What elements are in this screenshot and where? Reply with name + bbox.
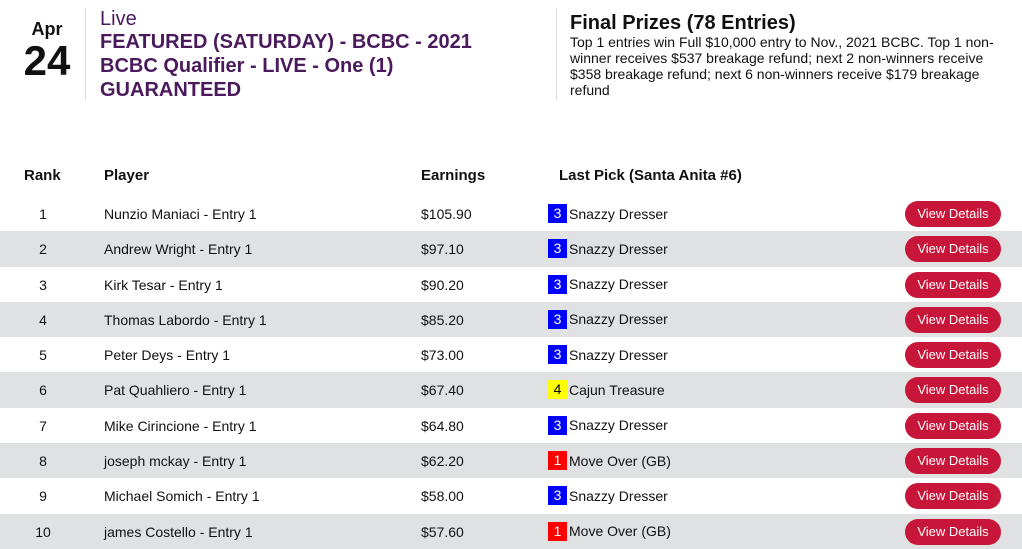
divider (556, 8, 557, 100)
horse-name: Snazzy Dresser (569, 240, 668, 257)
leaderboard-table: 1 Nunzio Maniaci - Entry 1 $105.90 3 Snaz… (0, 196, 1022, 549)
view-details-button[interactable]: View Details (905, 236, 1001, 263)
earnings: $85.20 (421, 311, 464, 328)
header-earnings: Earnings (421, 167, 486, 184)
last-pick: 3 Snazzy Dresser (548, 239, 668, 259)
event-info: Live FEATURED (SATURDAY) - BCBC - 2021 B… (100, 8, 520, 102)
earnings: $97.10 (421, 241, 464, 258)
last-pick: 3 Snazzy Dresser (548, 345, 668, 365)
table-row: 2 Andrew Wright - Entry 1 $97.10 3 Snazzy… (0, 231, 1022, 267)
table-row: 10 james Costello - Entry 1 $57.60 1 Move… (0, 513, 1022, 549)
horse-name: Snazzy Dresser (569, 311, 668, 328)
player-name: Mike Cirincione - Entry 1 (104, 417, 257, 434)
earnings: $90.20 (421, 276, 464, 293)
last-pick: 1 Move Over (GB) (548, 521, 671, 541)
rank: 1 (39, 206, 47, 222)
earnings: $58.00 (421, 488, 464, 505)
header-rank: Rank (24, 167, 61, 184)
program-number-badge: 3 (548, 486, 567, 506)
event-status: Live (100, 8, 137, 30)
rank: 2 (39, 241, 47, 258)
player-name: joseph mckay - Entry 1 (104, 453, 247, 470)
date-day: 24 (23, 37, 71, 84)
horse-name: Move Over (GB) (569, 452, 671, 469)
table-row: 3 Kirk Tesar - Entry 1 $90.20 3 Snazzy Dr… (0, 267, 1022, 302)
rank: 9 (39, 488, 47, 505)
last-pick: 3 Snazzy Dresser (548, 486, 668, 506)
program-number-badge: 3 (548, 239, 567, 259)
horse-name: Snazzy Dresser (569, 346, 668, 363)
rank: 8 (39, 453, 47, 470)
table-row: 8 joseph mckay - Entry 1 $62.20 1 Move Ov… (0, 443, 1022, 479)
prizes-text: Top 1 entries win Full $10,000 entry to … (570, 34, 994, 98)
last-pick: 3 Snazzy Dresser (548, 415, 668, 435)
table-row: 4 Thomas Labordo - Entry 1 $85.20 3 Snazz… (0, 301, 1022, 338)
last-pick: 3 Snazzy Dresser (548, 309, 668, 329)
program-number-badge: 1 (548, 521, 567, 541)
view-details-button[interactable]: View Details (905, 271, 1001, 298)
player-name: james Costello - Entry 1 (104, 523, 253, 540)
table-header: Rank Player Earnings Last Pick (Santa An… (0, 167, 1022, 185)
view-details-button[interactable]: View Details (905, 483, 1001, 510)
program-number-badge: 1 (548, 451, 567, 471)
event-date: Apr 24 (14, 18, 80, 82)
last-pick: 1 Move Over (GB) (548, 451, 671, 471)
program-number-badge: 3 (548, 345, 567, 365)
player-name: Nunzio Maniaci - Entry 1 (104, 206, 257, 222)
program-number-badge: 3 (548, 309, 567, 329)
last-pick: 3 Snazzy Dresser (548, 204, 668, 223)
view-details-button[interactable]: View Details (905, 412, 1001, 439)
horse-name: Snazzy Dresser (569, 205, 668, 222)
view-details-button[interactable]: View Details (905, 342, 1001, 369)
horse-name: Snazzy Dresser (569, 417, 668, 434)
earnings: $73.00 (421, 347, 464, 364)
player-name: Pat Quahliero - Entry 1 (104, 382, 247, 399)
program-number-badge: 3 (548, 415, 567, 435)
program-number-badge: 4 (548, 380, 567, 400)
last-pick: 3 Snazzy Dresser (548, 274, 668, 294)
prizes-panel: Final Prizes (78 Entries) Top 1 entries … (570, 12, 1015, 98)
table-row: 7 Mike Cirincione - Entry 1 $64.80 3 Snaz… (0, 408, 1022, 443)
horse-name: Cajun Treasure (569, 381, 665, 398)
player-name: Andrew Wright - Entry 1 (104, 241, 253, 258)
last-pick: 4 Cajun Treasure (548, 380, 665, 400)
header-player: Player (104, 167, 150, 184)
view-details-button[interactable]: View Details (905, 448, 1001, 475)
date-month: Apr (31, 19, 63, 39)
table-row: 6 Pat Quahliero - Entry 1 $67.40 4 Cajun … (0, 372, 1022, 408)
player-name: Michael Somich - Entry 1 (104, 488, 260, 505)
rank: 3 (39, 276, 47, 293)
program-number-badge: 3 (548, 274, 567, 294)
rank: 5 (39, 347, 47, 364)
horse-name: Move Over (GB) (569, 523, 671, 540)
earnings: $64.80 (421, 417, 464, 434)
rank: 4 (39, 311, 47, 328)
view-details-button[interactable]: View Details (905, 518, 1001, 545)
rank: 10 (35, 523, 51, 540)
rank: 6 (39, 382, 47, 399)
table-row: 5 Peter Deys - Entry 1 $73.00 3 Snazzy Dr… (0, 337, 1022, 372)
view-details-button[interactable]: View Details (905, 306, 1001, 333)
rank: 7 (39, 417, 47, 434)
view-details-button[interactable]: View Details (905, 201, 1001, 227)
event-title: FEATURED (SATURDAY) - BCBC - 2021 BCBC Q… (100, 31, 472, 101)
player-name: Kirk Tesar - Entry 1 (104, 276, 223, 293)
earnings: $67.40 (421, 382, 464, 399)
horse-name: Snazzy Dresser (569, 276, 668, 293)
prizes-title: Final Prizes (78 Entries) (570, 12, 796, 34)
player-name: Thomas Labordo - Entry 1 (104, 311, 267, 328)
table-row: 1 Nunzio Maniaci - Entry 1 $105.90 3 Snaz… (0, 196, 1022, 231)
header-last-pick: Last Pick (Santa Anita #6) (559, 167, 742, 184)
earnings: $105.90 (421, 206, 472, 222)
view-details-button[interactable]: View Details (905, 377, 1001, 404)
program-number-badge: 3 (548, 204, 567, 223)
table-row: 9 Michael Somich - Entry 1 $58.00 3 Snazz… (0, 478, 1022, 513)
earnings: $62.20 (421, 453, 464, 470)
player-name: Peter Deys - Entry 1 (104, 347, 231, 364)
divider (85, 8, 86, 100)
horse-name: Snazzy Dresser (569, 487, 668, 504)
earnings: $57.60 (421, 523, 464, 540)
